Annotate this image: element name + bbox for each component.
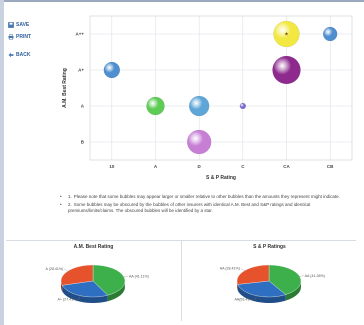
sp-pie-panel: S & P Ratings AA (41.28%) AA(53.41%) AA (2… [181, 241, 356, 321]
x-tick-label: 10 [109, 164, 115, 169]
bubble-chart-svg: A++ A+ A B 10 A D C CA CB S & P Rating A.M. Best Ra… [50, 12, 360, 184]
am-best-pie-title: A.M. Best Rating [6, 244, 181, 250]
note-text: Some bubbles may be obscured by the bubb… [68, 202, 310, 213]
save-icon [8, 22, 14, 28]
note-number: 2. [68, 202, 72, 207]
print-icon [8, 34, 14, 40]
y-tick-label: A [81, 104, 85, 109]
save-label: SAVE [16, 22, 29, 28]
top-border [0, 0, 364, 2]
print-button[interactable]: PRINT [8, 32, 46, 41]
y-tick-label: A++ [75, 32, 84, 37]
bubble-chart: A++ A+ A B 10 A D C CA CB S & P Rating A.M. Best Ra… [50, 12, 360, 184]
pie-slice-label: AA(53.41%) [234, 298, 253, 302]
chart-notes: 1.Please note that some bubbles may appe… [60, 194, 350, 216]
am-best-pie-panel: A.M. Best Rating AA (41.11%)A+ (27.41%)A… [6, 241, 181, 321]
back-button[interactable]: BACK [8, 50, 46, 59]
pie-charts-row: A.M. Best Rating AA (41.11%)A+ (27.41%)A… [6, 240, 356, 320]
am-best-pie-chart: AA (41.11%) A+ (27.41%) A (28.41%) [6, 251, 181, 321]
pie-slice-label: A (28.41%) [46, 267, 64, 271]
left-stripe [0, 0, 4, 325]
bubble[interactable] [147, 97, 165, 115]
save-button[interactable]: SAVE [8, 20, 46, 29]
back-arrow-icon [8, 52, 14, 58]
pie-slice-label: AA (41.28%) [305, 274, 325, 278]
pie-slice-label: AA (41.11%) [129, 274, 149, 278]
bubble[interactable] [323, 27, 337, 41]
x-tick-label: D [198, 164, 202, 169]
pie-slice-label: AA (28.41%) [220, 267, 240, 271]
note-item: 2.Some bubbles may be obscured by the bu… [60, 202, 350, 214]
bubble[interactable] [187, 130, 211, 154]
x-tick-label: A [154, 164, 158, 169]
x-axis-label: S & P Rating [206, 175, 236, 181]
print-label: PRINT [16, 34, 31, 40]
y-axis-label: A.M. Best Rating [62, 68, 68, 108]
note-item: 1.Please note that some bubbles may appe… [60, 194, 350, 200]
y-tick-label: B [81, 140, 85, 145]
obscured-star-icon: ★ [284, 32, 289, 38]
bubble[interactable] [273, 56, 301, 84]
x-tick-label: CB [327, 164, 334, 169]
sp-pie-chart: AA (41.28%) AA(53.41%) AA (28.41%) [182, 251, 357, 321]
y-tick-label: A+ [78, 68, 84, 73]
bubble[interactable] [240, 103, 246, 109]
note-text: Please note that some bubbles may appear… [74, 194, 340, 199]
pie-slice-label: A+ (27.41%) [58, 298, 78, 302]
x-tick-label: CA [283, 164, 290, 169]
note-number: 1. [68, 194, 72, 199]
back-label: BACK [16, 52, 30, 58]
x-tick-label: C [241, 164, 245, 169]
bubble[interactable] [189, 96, 209, 116]
bubble[interactable] [104, 62, 120, 78]
pie-slice[interactable] [237, 265, 269, 284]
sp-pie-title: S & P Ratings [182, 244, 357, 250]
plot-frame [90, 16, 352, 160]
